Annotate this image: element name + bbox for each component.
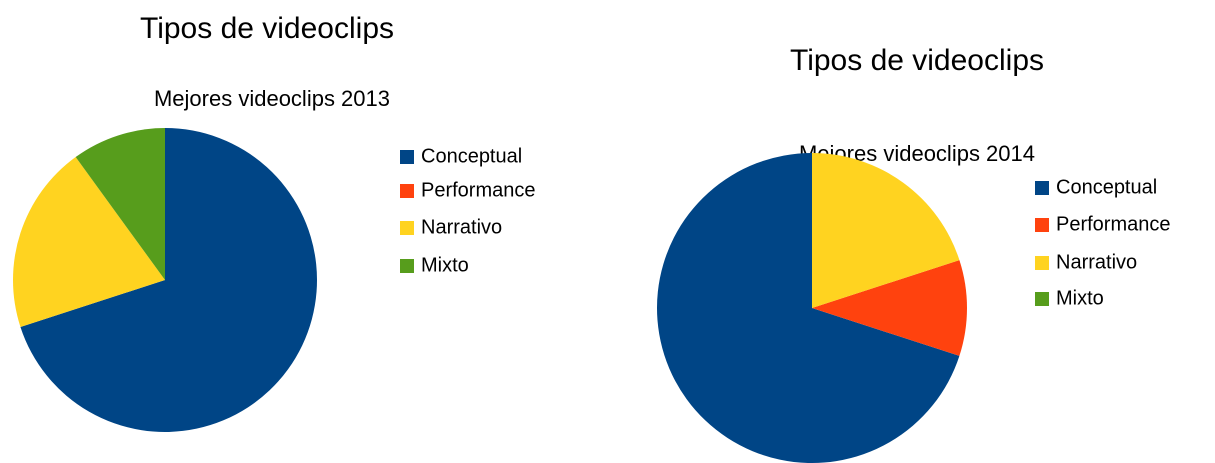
legend-swatch <box>1035 292 1049 306</box>
chart-title: Tipos de videoclips <box>140 12 394 45</box>
legend-label: Mixto <box>1056 287 1104 309</box>
legend-swatch <box>1035 218 1049 232</box>
legend-label: Conceptual <box>1056 176 1157 198</box>
legend-label: Conceptual <box>421 145 522 167</box>
legend-label: Performance <box>1056 213 1171 235</box>
legend-label: Narrativo <box>1056 251 1137 273</box>
legend-swatch <box>400 184 414 198</box>
legend-swatch <box>1035 256 1049 270</box>
legend-label: Narrativo <box>421 216 502 238</box>
pie-slice <box>12 157 165 327</box>
legend-label: Performance <box>421 179 536 201</box>
pie-slice <box>75 128 165 280</box>
legend-label: Mixto <box>421 254 469 276</box>
legend-swatch <box>1035 181 1049 195</box>
pie-slice <box>812 260 967 356</box>
legend-swatch <box>400 221 414 235</box>
pie-slice <box>812 153 960 308</box>
chart-title: Tipos de videoclips <box>790 44 1044 77</box>
legend-swatch <box>400 259 414 273</box>
legend-swatch <box>400 150 414 164</box>
chart-subtitle: Mejores videoclips 2013 <box>154 86 390 111</box>
pie-slice <box>20 128 317 432</box>
pie-slice <box>657 153 960 463</box>
